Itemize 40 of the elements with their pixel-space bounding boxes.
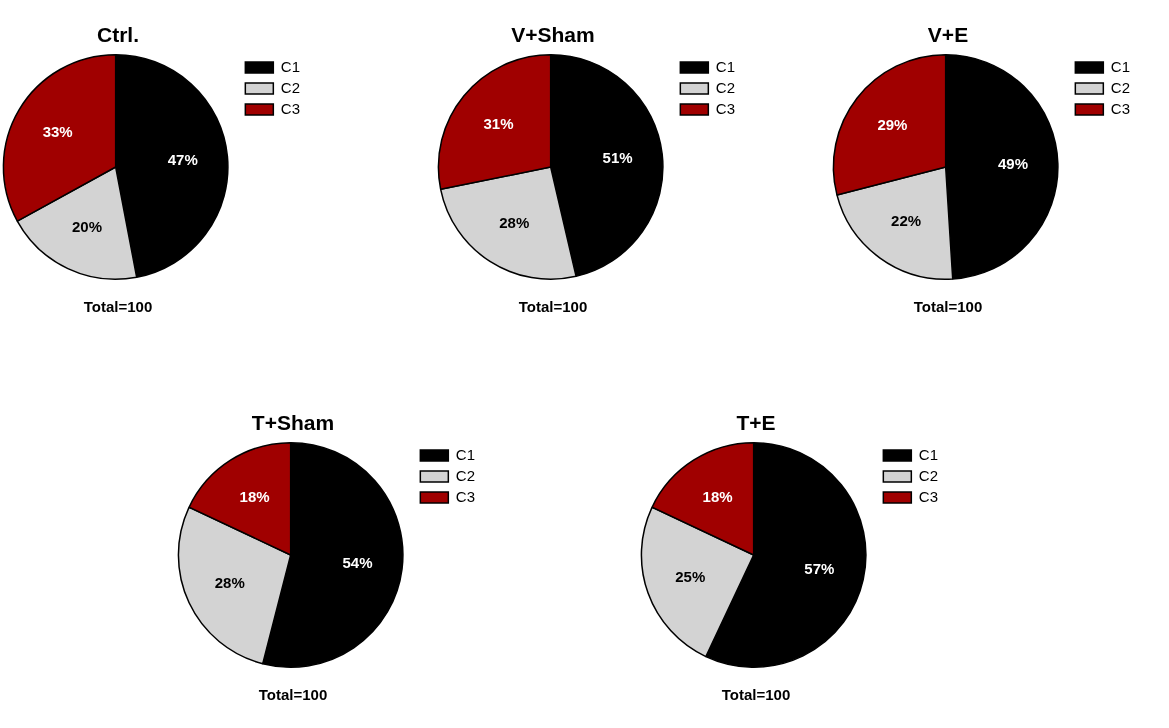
legend-label: C1 <box>1110 57 1131 75</box>
data-label: 22% <box>891 211 922 229</box>
legend-label: C3 <box>715 99 736 117</box>
chart-title: V+Sham <box>510 22 596 48</box>
legend-label: C2 <box>280 78 301 96</box>
data-label: 47% <box>167 150 198 168</box>
data-label: 28% <box>499 213 530 231</box>
text: Total=100 <box>517 298 589 315</box>
legend-label: C2 <box>715 78 736 96</box>
data-label: 29% <box>877 115 908 133</box>
data-label: 18% <box>702 488 733 506</box>
legend-label: C1 <box>455 445 476 463</box>
legend-label: C2 <box>1110 78 1131 96</box>
text: Total=100 <box>82 298 154 315</box>
chart-title: T+Sham <box>250 410 336 436</box>
chart-title: Ctrl. <box>96 22 140 48</box>
legend-label: C1 <box>280 57 301 75</box>
data-label: 33% <box>42 122 73 140</box>
data-label: 28% <box>214 573 245 591</box>
text: Total=100 <box>912 298 984 315</box>
data-label: 49% <box>997 155 1028 173</box>
chart-title: V+E <box>926 22 970 48</box>
legend-label: C2 <box>918 466 939 484</box>
data-label: 18% <box>239 488 270 506</box>
text: Total=100 <box>257 686 329 703</box>
data-label: 54% <box>342 553 373 571</box>
legend-label: C1 <box>918 445 939 463</box>
data-label: 51% <box>602 149 633 167</box>
legend-label: C3 <box>918 487 939 505</box>
legend-label: C2 <box>455 466 476 484</box>
legend-label: C3 <box>1110 99 1131 117</box>
data-label: 25% <box>675 567 706 585</box>
legend-label: C3 <box>280 99 301 117</box>
chart-title: T+E <box>735 410 777 436</box>
data-label: 20% <box>71 218 102 236</box>
text: Total=100 <box>720 686 792 703</box>
data-label: 31% <box>483 114 514 132</box>
data-label: 57% <box>804 559 835 577</box>
legend-label: C1 <box>715 57 736 75</box>
legend-label: C3 <box>455 487 476 505</box>
